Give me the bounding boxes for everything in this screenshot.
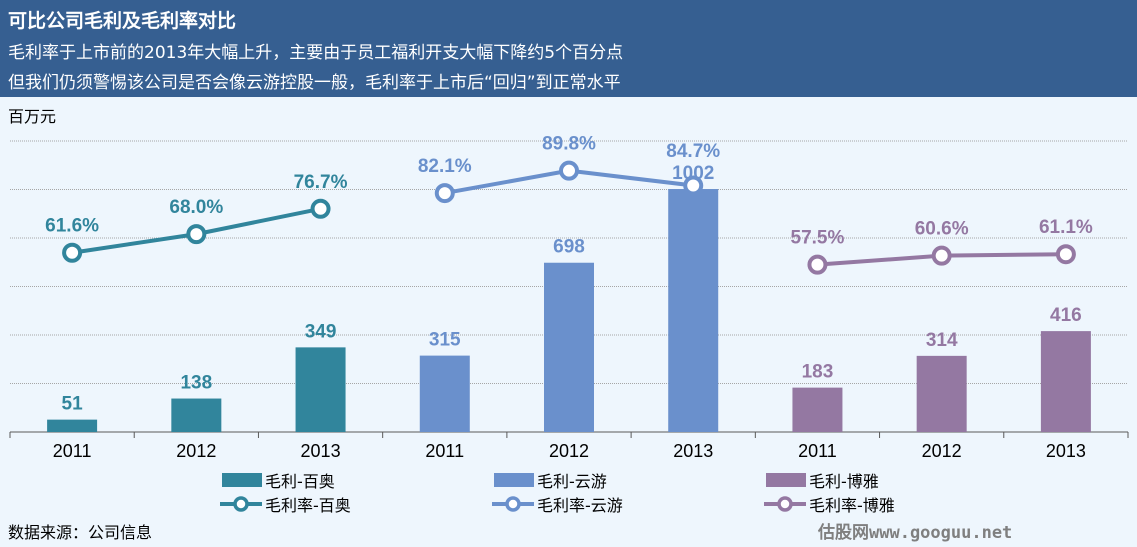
bar (419, 355, 470, 432)
rate-value-label: 76.7% (294, 172, 348, 193)
chart-title: 可比公司毛利及毛利率对比 (8, 10, 237, 32)
bar-value-label: 315 (429, 330, 461, 351)
rate-marker (1055, 244, 1076, 265)
subtitle-line-1: 毛利率于上市前的2013年大幅上升，主要由于员工福利开支大幅下降约5个百分点 (8, 43, 624, 63)
legend-item-line-2: 毛利率-博雅 (764, 492, 895, 516)
legend-item-bar-1: 毛利-云游 (494, 468, 607, 492)
legend-item-line-1: 毛利率-云游 (492, 492, 623, 516)
rate-marker (186, 224, 207, 245)
rate-value-label: 89.8% (542, 134, 596, 155)
x-tick-label: 2012 (176, 441, 216, 461)
x-tick-label: 2011 (798, 441, 837, 461)
bar (916, 355, 967, 432)
rate-value-label: 61.1% (1039, 217, 1093, 238)
bar (1040, 331, 1091, 432)
rate-marker (434, 183, 455, 204)
x-tick-label: 2012 (922, 441, 962, 461)
legend-label: 毛利率-百奥 (265, 496, 351, 515)
legend-line-marker-icon (492, 496, 534, 512)
bar (792, 387, 843, 432)
rate-marker (931, 245, 952, 266)
y-axis-unit-label: 百万元 (8, 107, 57, 126)
watermark: 估股网www.googuu.net (818, 523, 1013, 543)
rate-value-label: 68.0% (169, 197, 223, 218)
x-tick-label: 2011 (53, 441, 92, 461)
legend-label: 毛利-云游 (537, 472, 607, 491)
bar-value-label: 698 (553, 237, 585, 258)
rate-value-label: 84.7% (666, 141, 720, 162)
legend-item-line-0: 毛利率-百奥 (220, 492, 351, 516)
bar-value-label: 1002 (672, 163, 714, 184)
bar (47, 419, 98, 432)
rate-value-label: 82.1% (418, 156, 472, 177)
legend-swatch (766, 473, 806, 487)
rate-value-label: 60.6% (915, 219, 969, 240)
bar-value-label: 51 (62, 394, 84, 415)
data-source: 数据来源：公司信息 (8, 523, 153, 542)
x-tick-label: 2013 (673, 441, 713, 461)
legend-label: 毛利率-云游 (537, 496, 623, 515)
bar-value-label: 416 (1050, 305, 1082, 326)
rate-value-label: 61.6% (45, 216, 99, 237)
x-tick-label: 2012 (549, 441, 589, 461)
rate-marker (310, 198, 331, 219)
chart-header: 可比公司毛利及毛利率对比 毛利率于上市前的2013年大幅上升，主要由于员工福利开… (0, 0, 1137, 97)
bar-value-label: 183 (802, 362, 834, 383)
x-tick-label: 2013 (301, 441, 341, 461)
legend-swatch (222, 473, 262, 487)
bar-value-label: 349 (305, 321, 337, 342)
rate-marker (559, 160, 579, 181)
bar (544, 262, 594, 432)
subtitle-line-2: 但我们仍须警惕该公司是否会像云游控股一般，毛利率于上市后“回归”到正常水平 (8, 73, 621, 93)
bar-value-label: 138 (180, 373, 212, 394)
bar (668, 189, 719, 432)
legend-label: 毛利率-博雅 (809, 496, 895, 515)
legend-item-bar-0: 毛利-百奥 (222, 468, 335, 492)
x-tick-label: 2011 (425, 441, 464, 461)
x-tick-label: 2013 (1046, 441, 1086, 461)
legend-swatch (494, 473, 534, 487)
legend-line-marker-icon (220, 496, 262, 512)
bar (171, 398, 222, 432)
legend-item-bar-2: 毛利-博雅 (766, 468, 879, 492)
bar (295, 347, 346, 432)
rate-marker (62, 242, 83, 263)
legend-line-marker-icon (764, 496, 806, 512)
rate-marker (683, 175, 704, 196)
legend-label: 毛利-博雅 (809, 472, 879, 491)
bar-value-label: 314 (926, 330, 958, 351)
legend-label: 毛利-百奥 (265, 472, 335, 491)
rate-marker (807, 254, 828, 275)
rate-value-label: 57.5% (791, 228, 845, 249)
